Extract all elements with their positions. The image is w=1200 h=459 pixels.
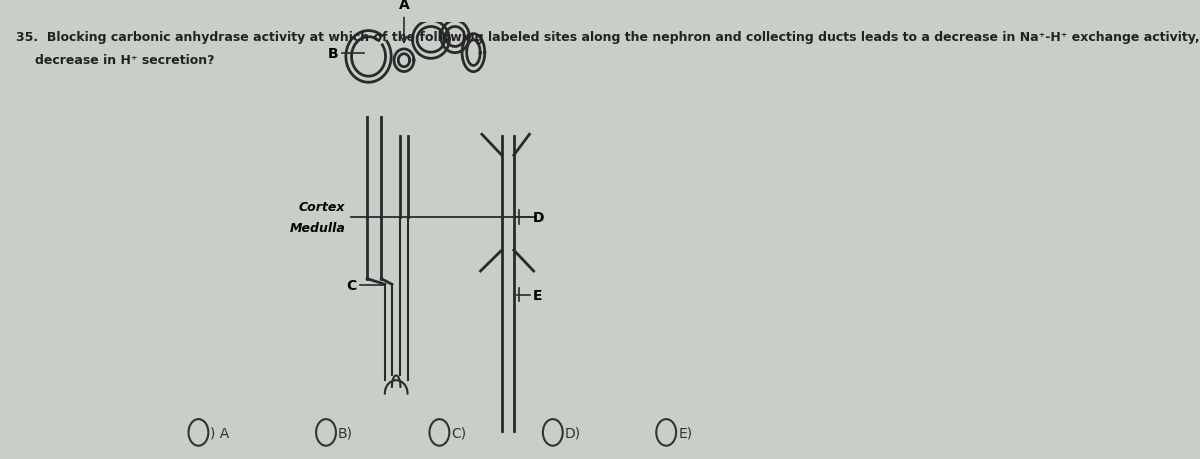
- Text: Cortex: Cortex: [299, 201, 346, 213]
- Text: Medulla: Medulla: [289, 221, 346, 234]
- Text: B: B: [328, 46, 338, 61]
- Text: C): C): [451, 425, 467, 439]
- Text: ) A: ) A: [210, 425, 229, 439]
- Text: A: A: [398, 0, 409, 12]
- Text: B): B): [338, 425, 353, 439]
- Text: 35.  Blocking carbonic anhydrase activity at which of the following labeled site: 35. Blocking carbonic anhydrase activity…: [16, 31, 1200, 44]
- Text: decrease in H⁺ secretion?: decrease in H⁺ secretion?: [36, 54, 215, 67]
- Text: E: E: [533, 288, 542, 302]
- Text: C: C: [347, 279, 356, 292]
- Text: D): D): [565, 425, 581, 439]
- Text: D: D: [533, 210, 545, 224]
- Text: E): E): [678, 425, 692, 439]
